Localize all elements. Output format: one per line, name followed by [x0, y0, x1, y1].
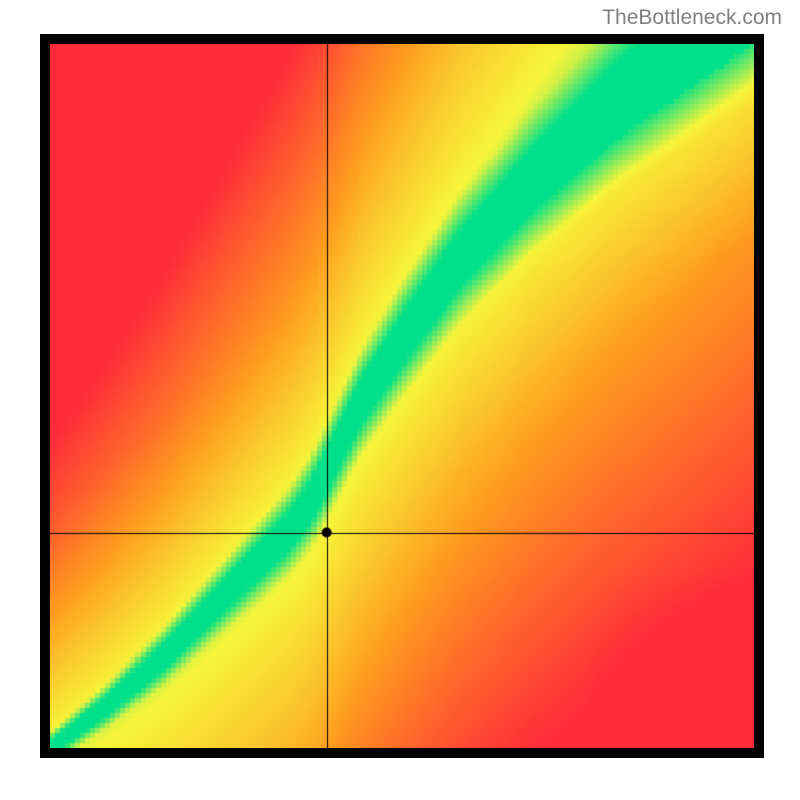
chart-container: TheBottleneck.com — [0, 0, 800, 800]
watermark-label: TheBottleneck.com — [602, 6, 782, 30]
overlay-canvas — [50, 44, 754, 748]
plot-area — [40, 34, 764, 758]
heatmap-canvas-wrap — [50, 44, 754, 748]
